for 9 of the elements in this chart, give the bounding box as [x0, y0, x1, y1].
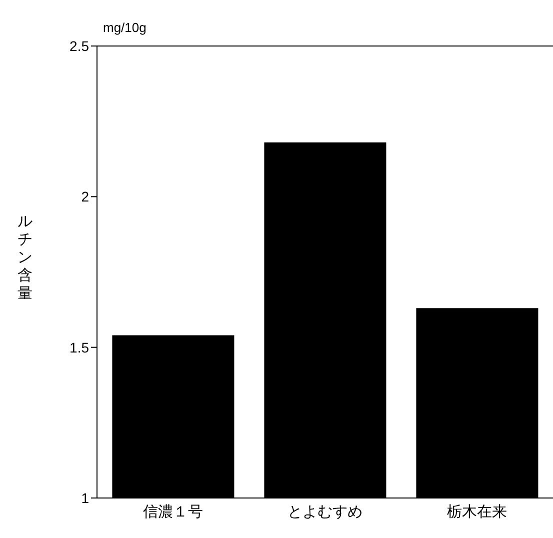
- y-tick-label: 1.5: [70, 339, 90, 356]
- y-tick-label: 2.5: [70, 38, 90, 54]
- x-tick-label: とよむすめ: [288, 504, 362, 521]
- x-tick-label: 栃木在来: [447, 504, 507, 521]
- x-tick-label: 信濃１号: [143, 504, 203, 521]
- text: mg/10g: [103, 20, 146, 35]
- y-tick-label: 1: [81, 490, 90, 506]
- y-tick-label: 2: [81, 188, 90, 205]
- y-axis-title: ルチン含量: [16, 213, 34, 303]
